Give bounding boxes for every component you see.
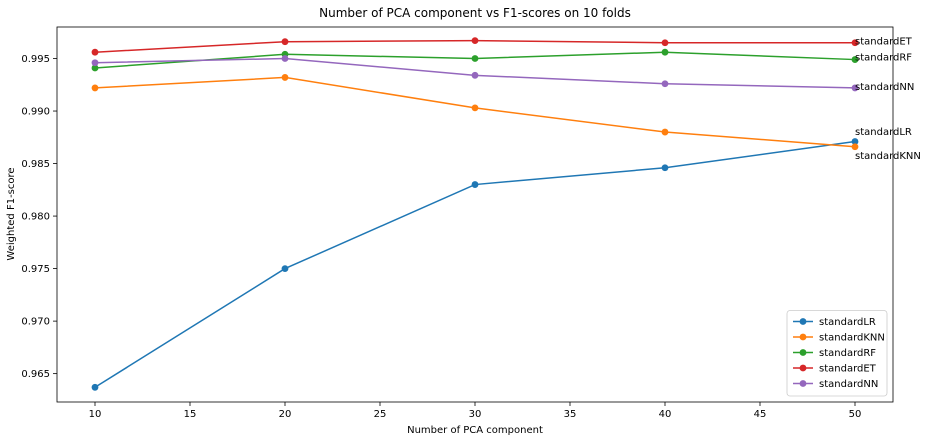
legend-label: standardRF [819,348,876,359]
y-tick-label: 0.980 [21,212,50,223]
data-point [661,39,669,47]
data-point [91,64,99,72]
legend-swatch-marker [799,380,807,387]
series-annotation: standardET [855,37,913,48]
series-annotation: standardNN [855,82,914,93]
legend-swatch-marker [799,349,807,356]
data-point [281,38,289,46]
x-tick-label: 50 [849,409,862,420]
x-tick-label: 25 [374,409,387,420]
legend-label: standardET [819,364,877,375]
data-point [661,164,669,172]
legend-label: standardNN [819,379,878,390]
y-tick-label: 0.995 [21,54,50,65]
data-point [91,48,99,56]
data-point [471,104,479,112]
series-layer [91,37,859,391]
data-point [91,84,99,92]
x-tick-label: 40 [659,409,672,420]
series-annotation: standardKNN [855,151,921,162]
y-tick-label: 0.970 [21,317,50,328]
x-tick-label: 10 [89,409,102,420]
data-point [91,383,99,391]
series-annotation: standardLR [855,127,912,138]
series-line [94,140,856,388]
data-point [851,138,859,145]
x-tick-label: 15 [184,409,197,420]
data-point [661,48,669,56]
data-point [851,143,859,151]
data-point [281,74,289,81]
data-point [471,181,479,188]
legend: standardLR standardKNN standardRF standardE… [786,310,888,397]
series-annotation: standardRF [855,52,912,63]
legend-label: standardKNN [819,333,885,344]
x-tick-label: 45 [754,409,767,420]
legend-box [786,310,888,397]
x-tick-label: 30 [469,409,482,420]
data-point [471,37,479,45]
y-tick-label: 0.985 [21,159,50,170]
y-tick-label: 0.975 [21,264,50,275]
data-point [851,56,859,63]
data-point [851,84,859,92]
legend-swatch-marker [799,364,807,372]
data-point [661,80,669,88]
series-line [94,76,856,148]
data-point [471,55,479,62]
chart-title: Number of PCA component vs F1-scores on … [319,6,631,20]
x-tick-label: 20 [279,409,292,420]
series-standardKNN [91,74,859,151]
x-tick-label: 35 [564,409,577,420]
series-standardNN [91,55,859,92]
y-axis: 0.965 0.970 0.975 0.980 0.985 0.990 0.995 [21,54,57,380]
data-point [661,128,669,136]
legend-item: standardLR [793,317,876,328]
data-point [851,39,859,47]
y-tick-label: 0.990 [21,107,50,118]
legend-item: standardNN [793,379,878,390]
legend-item: standardET [793,364,877,375]
data-point [281,55,289,62]
y-axis-label: Weighted F1-score [6,167,17,260]
legend-item: standardRF [793,348,876,359]
data-point [281,265,289,272]
y-tick-label: 0.965 [21,369,50,380]
series-standardLR [91,138,859,391]
x-axis: 10 15 20 25 30 35 40 45 50 [89,402,862,420]
x-axis-label: Number of PCA component [407,425,543,436]
data-point [471,71,479,79]
annotation-layer: standardET standardRF standardNN standardLR… [855,37,921,162]
series-standardET [91,37,859,56]
data-point [91,59,99,67]
legend-label: standardLR [819,317,876,328]
legend-swatch-marker [799,318,807,325]
legend-swatch-marker [799,333,807,341]
legend-item: standardKNN [793,333,885,344]
